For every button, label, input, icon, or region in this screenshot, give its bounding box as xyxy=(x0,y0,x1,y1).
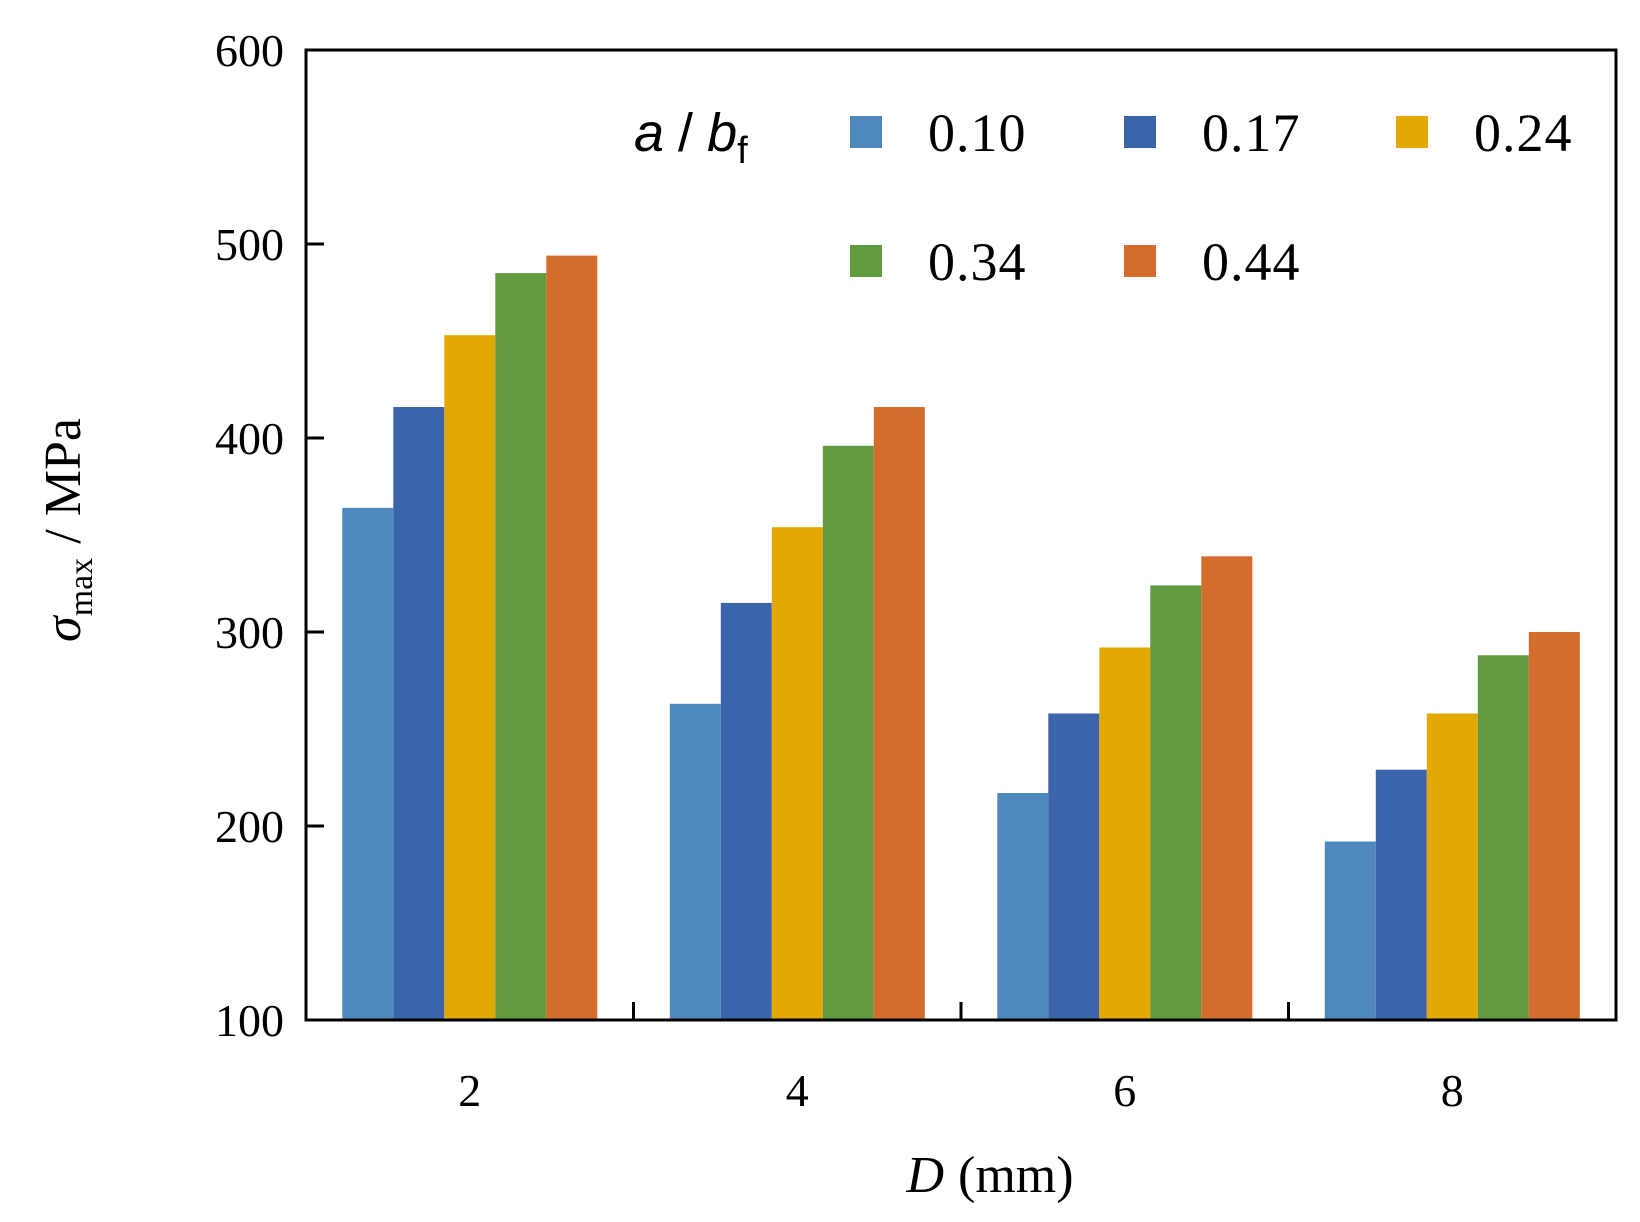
y-tick-label: 500 xyxy=(215,219,284,270)
bar-6-0.24 xyxy=(1099,647,1151,1020)
legend-swatch-0.24 xyxy=(1396,116,1428,148)
bar-2-0.17 xyxy=(393,407,445,1020)
bar-4-0.24 xyxy=(771,527,823,1020)
bar-8-0.17 xyxy=(1375,769,1427,1020)
legend-label-0.44: 0.44 xyxy=(1202,232,1301,292)
x-tick-label: 6 xyxy=(1113,1065,1136,1116)
bar-6-0.34 xyxy=(1150,585,1202,1020)
y-tick-label: 600 xyxy=(215,25,284,76)
bars-group xyxy=(342,255,1580,1021)
bar-2-0.34 xyxy=(495,273,547,1021)
x-axis-title: D (mm) xyxy=(905,1147,1073,1204)
x-axis: 2 4 6 8 xyxy=(458,1002,1464,1116)
bar-2-0.24 xyxy=(444,335,496,1020)
y-axis: 100 200 300 400 500 600 xyxy=(215,25,324,1046)
bar-4-0.10 xyxy=(669,703,721,1020)
bar-2-0.10 xyxy=(342,507,394,1020)
bar-8-0.24 xyxy=(1426,713,1478,1020)
bar-4-0.44 xyxy=(873,407,925,1020)
y-tick-label: 400 xyxy=(215,413,284,464)
legend-label-0.34: 0.34 xyxy=(928,232,1027,292)
bar-6-0.44 xyxy=(1201,556,1253,1020)
legend-label-0.10: 0.10 xyxy=(928,103,1027,163)
bar-8-0.44 xyxy=(1528,632,1580,1020)
bar-2-0.44 xyxy=(546,255,598,1021)
bar-4-0.34 xyxy=(822,445,874,1020)
legend-label-0.24: 0.24 xyxy=(1474,103,1573,163)
y-axis-title: σmax/ MPa xyxy=(35,418,100,642)
legend-swatch-0.44 xyxy=(1124,245,1156,277)
bar-6-0.10 xyxy=(997,793,1049,1020)
legend-label-0.17: 0.17 xyxy=(1202,103,1301,163)
legend-swatch-0.17 xyxy=(1124,116,1156,148)
legend-title: a / bf xyxy=(634,103,748,172)
x-tick-label: 8 xyxy=(1441,1065,1464,1116)
legend-swatch-0.34 xyxy=(850,245,882,277)
y-tick-label: 100 xyxy=(215,995,284,1046)
legend: 0.10 0.17 0.24 0.34 0.44 xyxy=(850,103,1573,292)
y-tick-label: 200 xyxy=(215,801,284,852)
x-tick-label: 4 xyxy=(786,1065,809,1116)
legend-swatch-0.10 xyxy=(850,116,882,148)
bar-8-0.10 xyxy=(1324,841,1376,1020)
bar-4-0.17 xyxy=(720,602,772,1020)
bar-6-0.17 xyxy=(1048,713,1100,1020)
bar-8-0.34 xyxy=(1477,655,1529,1020)
x-tick-label: 2 xyxy=(458,1065,481,1116)
y-tick-label: 300 xyxy=(215,607,284,658)
